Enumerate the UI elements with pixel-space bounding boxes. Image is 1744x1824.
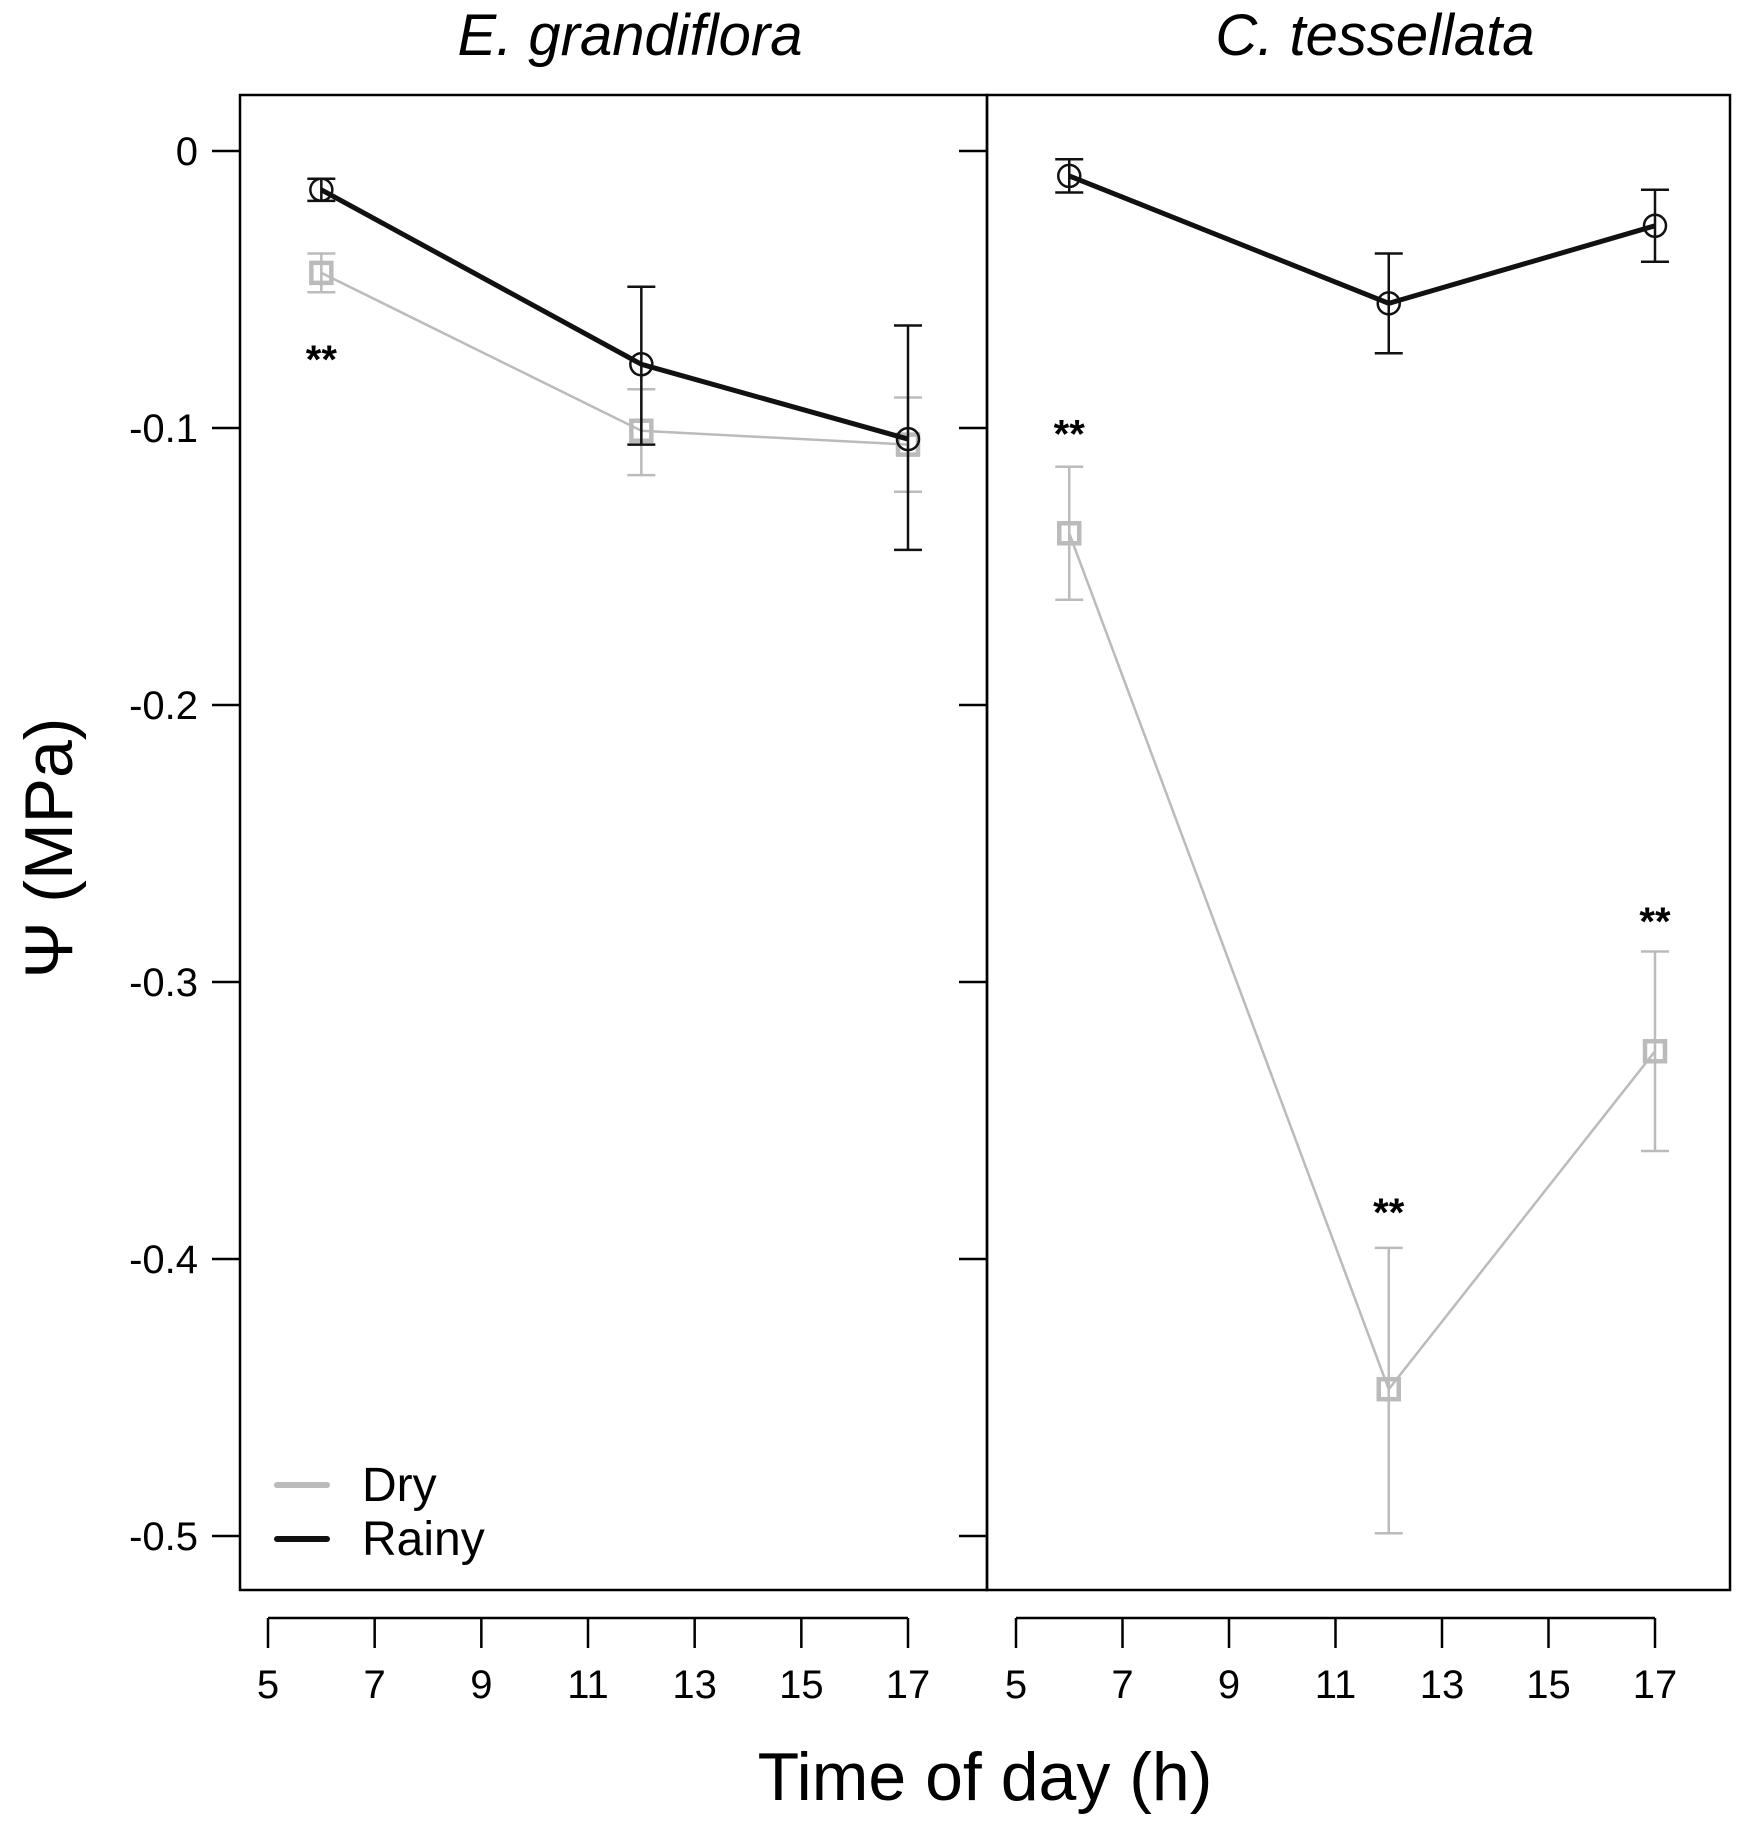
data-point-dry [1376,1376,1401,1402]
data-point-rainy [895,426,921,452]
significance-marker: ** [1373,1191,1405,1235]
series-layer [307,158,1669,1535]
text-layer: E. grandiflora C. tessellata Ψ (MPa) Tim… [11,3,1671,1815]
legend-label-dry: Dry [362,1459,437,1512]
panel-title-1: E. grandiflora [458,3,803,68]
data-point-dry [309,260,334,286]
data-point-dry [1057,521,1082,546]
series-line-dry [320,271,909,446]
data-point-rainy [1642,213,1668,239]
x-tick-label: 7 [364,1663,386,1707]
legend-label-rainy: Rainy [362,1513,485,1566]
data-point-rainy [1376,291,1401,316]
y-tick-label: -0.5 [129,1515,198,1559]
x-tick-label: 9 [1218,1663,1240,1707]
significance-marker: ** [306,338,338,382]
x-tick-label: 17 [1633,1663,1678,1707]
data-point-rainy [309,177,334,203]
panel-title-2: C. tessellata [1215,3,1534,68]
y-tick-label: -0.1 [129,407,198,451]
y-tick-label: -0.4 [129,1238,198,1282]
significance-marker: ** [1639,900,1671,944]
x-tick-label: 11 [567,1663,609,1707]
x-tick-label: 15 [1526,1663,1571,1707]
x-tick-label: 15 [779,1663,824,1707]
series-line-rainy [320,187,909,442]
x-tick-label: 17 [886,1663,931,1707]
x-tick-label: 13 [672,1663,717,1707]
x-tick-label: 13 [1420,1663,1465,1707]
panel-frame-1 [238,93,989,1592]
significance-marker: ** [1054,413,1086,457]
y-tick-label: 0 [176,130,198,174]
y-axis-title: Ψ (MPa) [11,718,87,979]
y-tick-label: -0.2 [129,684,198,728]
data-point-rainy [1057,163,1082,189]
x-tick-label: 11 [1315,1663,1357,1707]
axes: 0 -0.1 -0.2 -0.3 -0.4 -0.5 5 7 9 11 13 15 17 5 7 9 11 13 1… [129,130,1677,1707]
x-tick-label: 9 [470,1663,492,1707]
data-point-dry [1642,1039,1668,1064]
x-tick-label: 5 [257,1663,279,1707]
x-tick-label: 5 [1005,1663,1027,1707]
series-line-rainy [1068,173,1656,306]
x-axis-title: Time of day (h) [758,1739,1213,1815]
panel-frame-2 [985,93,1732,1592]
x-tick-label: 7 [1111,1663,1133,1707]
y-tick-label: -0.3 [129,961,198,1005]
data-point-rainy [629,352,654,377]
panel-frames [238,93,1732,1592]
series-line-dry [1068,532,1656,1392]
